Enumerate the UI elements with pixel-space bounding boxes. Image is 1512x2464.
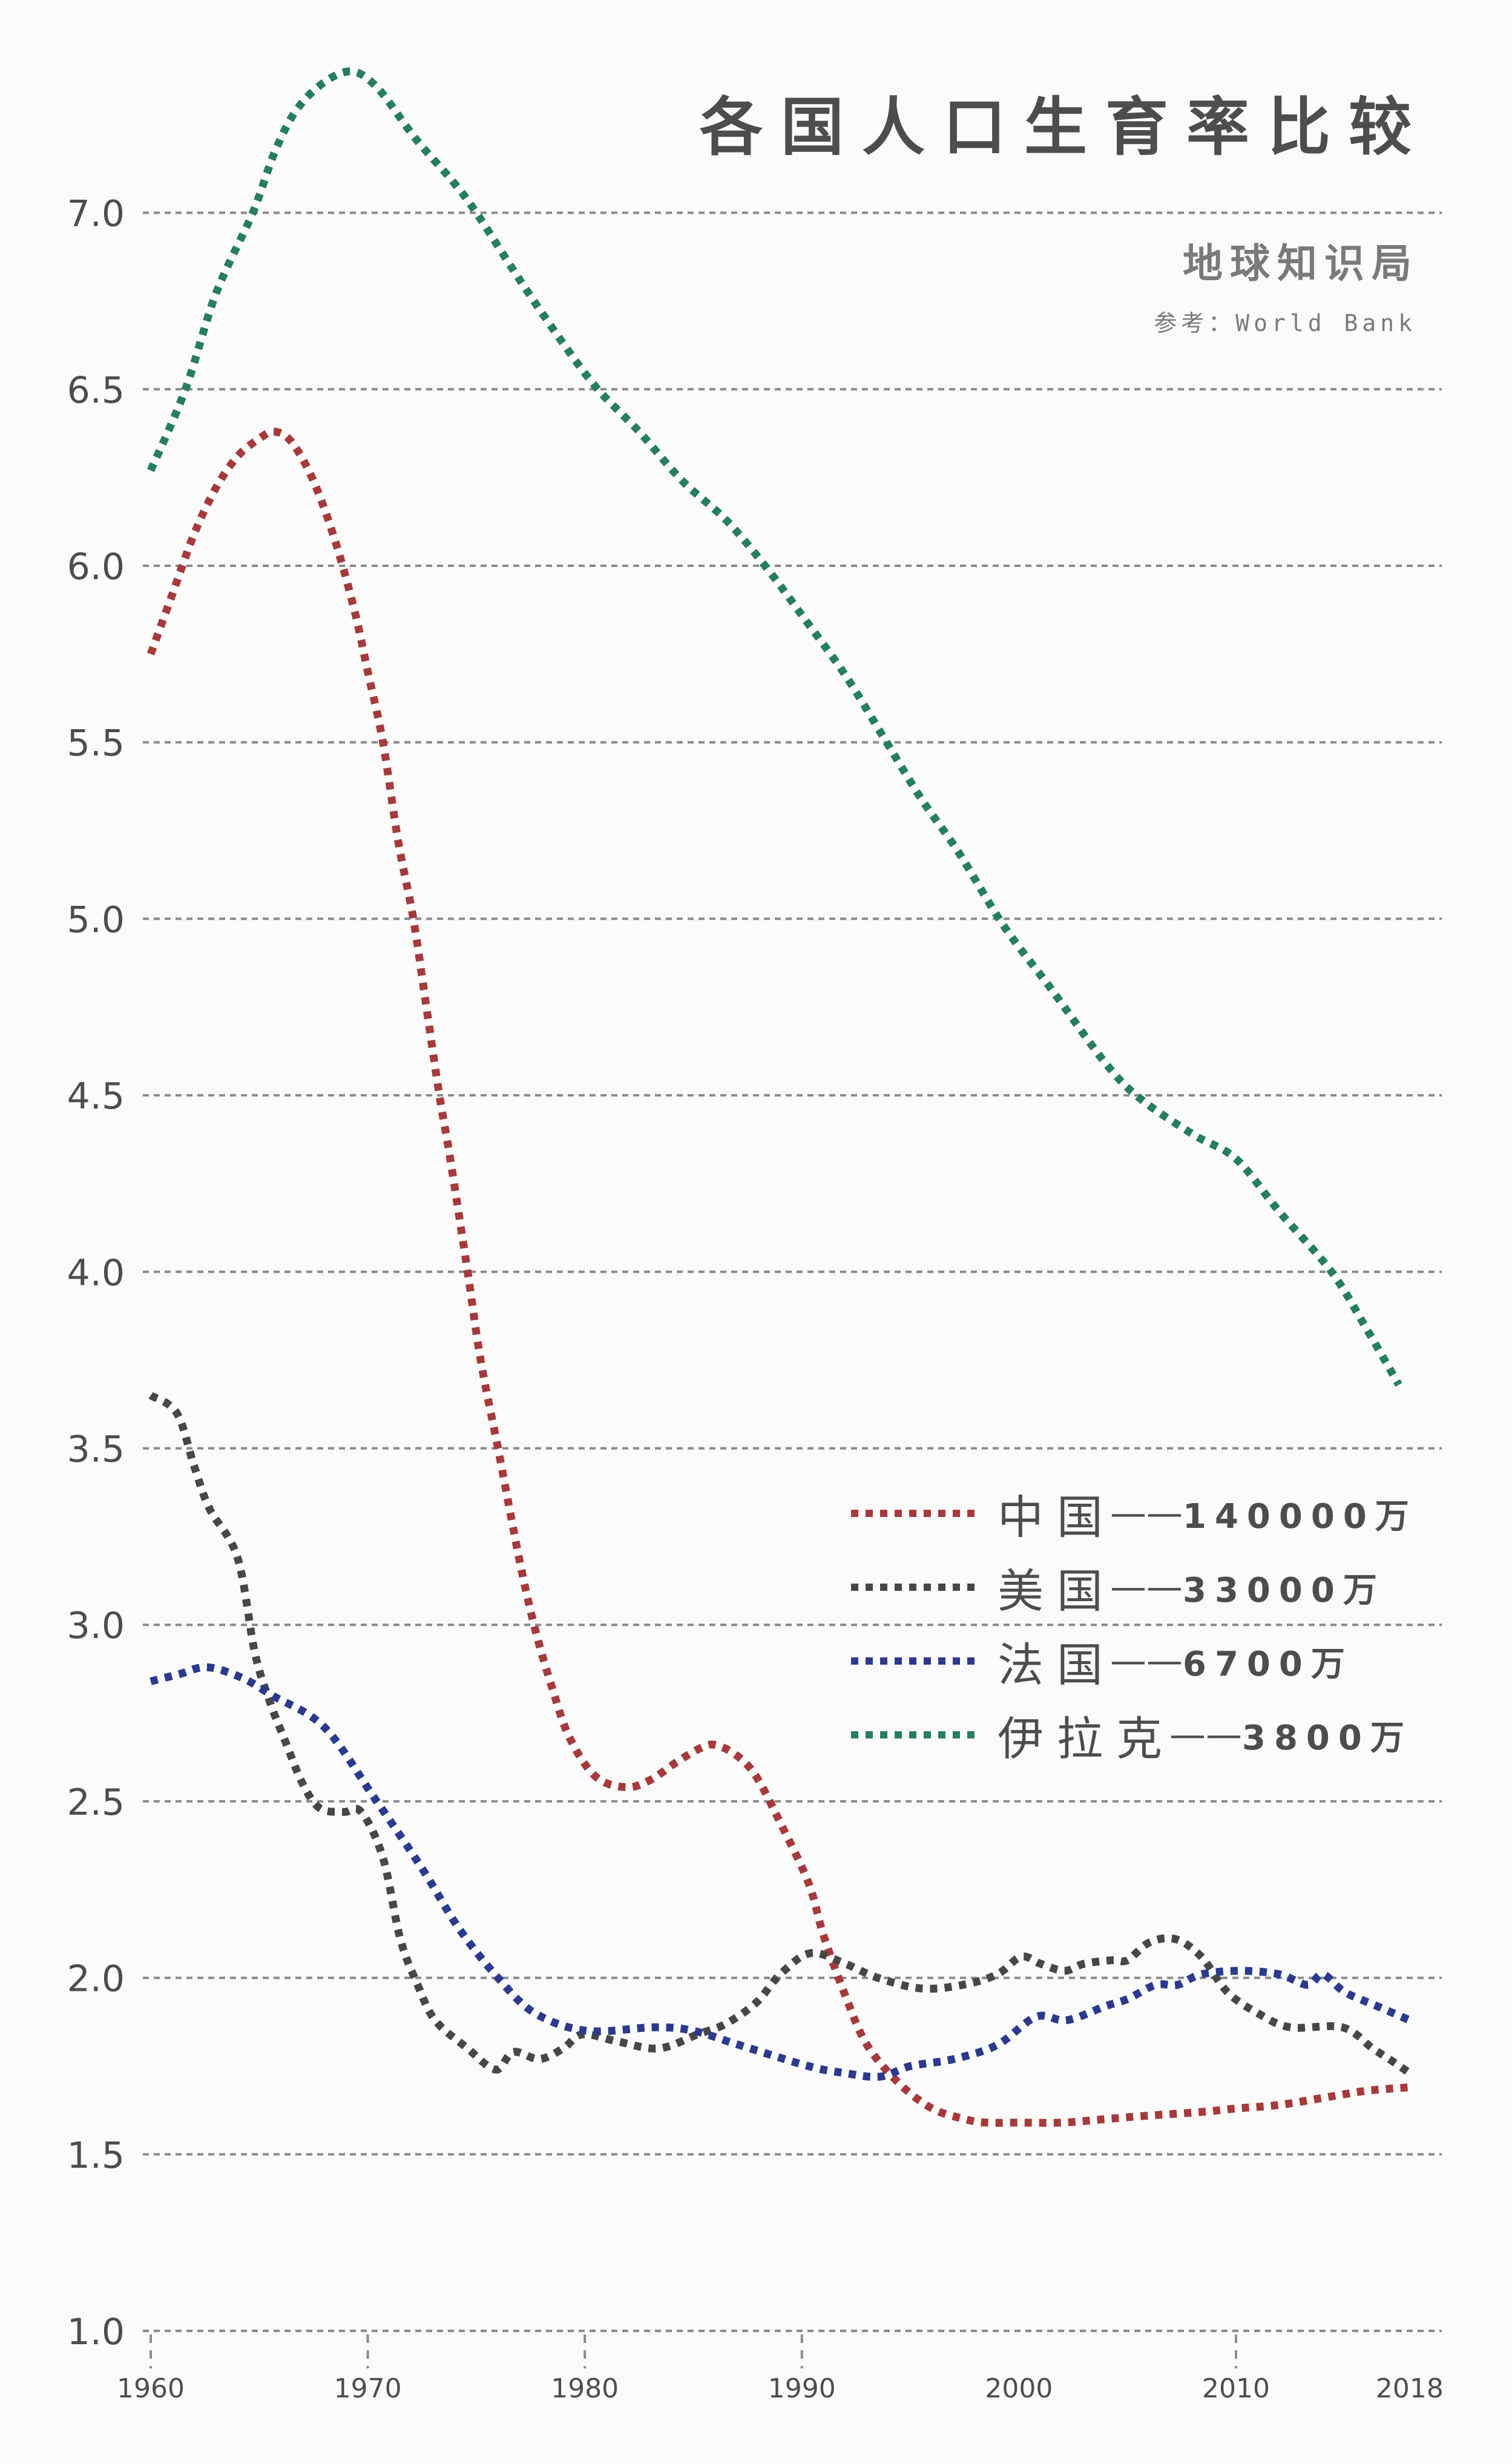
chart-title: 各国人口生育率比较	[699, 90, 1430, 164]
legend-label-china: 中国	[998, 1490, 1116, 1544]
legend-label-iraq: 伊拉克	[998, 1712, 1175, 1766]
legend-population-iraq: 3800万	[1242, 1718, 1413, 1758]
y-tick-label: 6.0	[67, 546, 125, 588]
series-line-iraq	[147, 67, 1402, 1387]
x-axis: 1960 1970 1980 1990 2000 2010 2018	[117, 2335, 1444, 2404]
legend-label-usa: 美国	[998, 1564, 1116, 1618]
x-tick-label: 2010	[1202, 2373, 1270, 2404]
y-tick-label: 2.0	[67, 1958, 125, 2000]
y-tick-label: 4.0	[67, 1252, 125, 1294]
legend-population-usa: 33000万	[1183, 1570, 1385, 1610]
series-line-china	[146, 427, 1410, 2127]
legend-label-france: 法国	[998, 1638, 1116, 1692]
y-tick-label: 5.0	[67, 899, 125, 941]
series-line-usa	[148, 1392, 1412, 2077]
legend-separator: ——	[1110, 1492, 1183, 1535]
legend-item-france: 法国 —— 6700万	[851, 1624, 1418, 1698]
legend-item-iraq: 伊拉克 —— 3800万	[851, 1698, 1418, 1772]
y-tick-label: 3.0	[67, 1605, 125, 1647]
legend-item-china: 中国 —— 140000万	[851, 1476, 1418, 1550]
x-tick-label: 1980	[551, 2373, 619, 2404]
y-gridlines	[143, 211, 1442, 2332]
x-tick-label: 2018	[1376, 2373, 1444, 2404]
x-tick-label: 1960	[117, 2373, 185, 2404]
legend-swatch-china	[851, 1510, 976, 1517]
x-tick-label: 1990	[768, 2373, 836, 2404]
series-lines	[146, 67, 1412, 2127]
legend-separator: ——	[1110, 1640, 1183, 1682]
y-tick-label: 2.5	[67, 1781, 125, 1824]
y-tick-label: 1.0	[67, 2311, 125, 2353]
legend-population-china: 140000万	[1183, 1496, 1418, 1536]
y-tick-label: 6.5	[67, 369, 125, 411]
data-source: 参考：World Bank	[1154, 310, 1416, 336]
y-tick-label: 5.5	[67, 722, 125, 765]
legend-separator: ——	[1110, 1566, 1183, 1608]
y-tick-label: 7.0	[67, 193, 125, 235]
y-tick-label: 1.5	[67, 2134, 125, 2177]
legend-separator: ——	[1169, 1714, 1242, 1756]
x-tick-label: 1970	[334, 2373, 402, 2404]
legend-item-usa: 美国 —— 33000万	[851, 1550, 1418, 1624]
x-tick-label: 2000	[985, 2373, 1053, 2404]
legend: 中国 —— 140000万 美国 —— 33000万 法国 —— 6700万 伊…	[851, 1476, 1418, 1772]
publisher-name: 地球知识局	[1183, 240, 1419, 287]
y-axis-labels: 1.0 1.5 2.0 2.5 3.0 3.5 4.0 4.5 5.0 5.5 6.0 6.5 7.0	[67, 193, 125, 2353]
legend-population-france: 6700万	[1183, 1644, 1353, 1684]
legend-swatch-france	[851, 1657, 976, 1665]
legend-swatch-usa	[851, 1584, 976, 1591]
series-line-france	[150, 1663, 1412, 2081]
y-tick-label: 3.5	[67, 1429, 125, 1471]
y-tick-label: 4.5	[67, 1075, 125, 1118]
legend-swatch-iraq	[851, 1731, 976, 1738]
